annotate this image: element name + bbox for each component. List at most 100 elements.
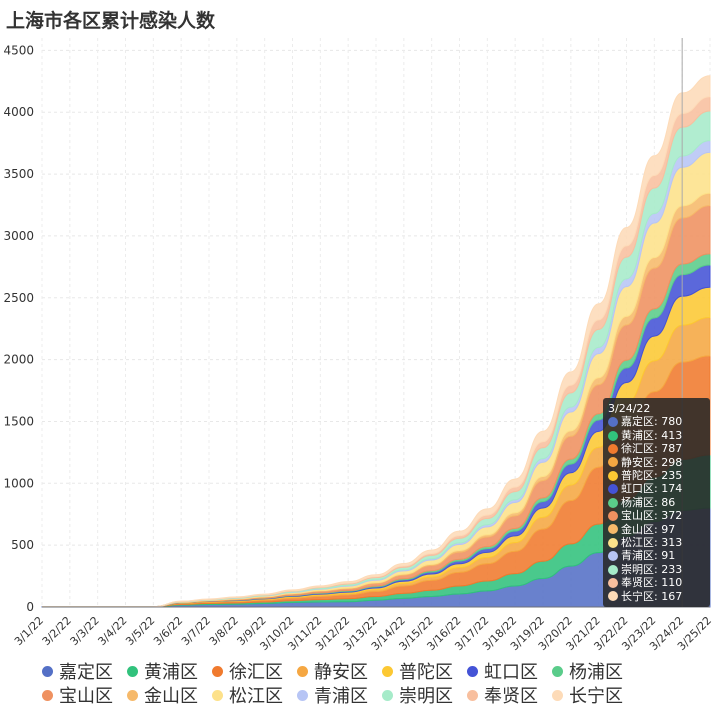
legend-dot-icon bbox=[467, 665, 478, 677]
tooltip-row-text: 静安区: 298 bbox=[621, 455, 683, 469]
tooltip-dot-icon bbox=[608, 457, 618, 468]
legend-item[interactable]: 黄浦区 bbox=[127, 660, 198, 683]
x-tick-label: 3/8/22 bbox=[207, 614, 241, 648]
legend-dot-icon bbox=[212, 689, 223, 701]
legend-item[interactable]: 松江区 bbox=[212, 684, 283, 707]
y-tick-label: 4500 bbox=[3, 43, 34, 57]
legend-dot-icon bbox=[297, 689, 308, 701]
y-tick-label: 0 bbox=[26, 600, 34, 614]
legend-dot-icon bbox=[42, 689, 53, 701]
tooltip-dot-icon bbox=[608, 577, 618, 588]
tooltip-row-text: 黄浦区: 413 bbox=[621, 428, 683, 442]
legend-label: 松江区 bbox=[229, 686, 283, 707]
legend-dot-icon bbox=[552, 689, 563, 701]
tooltip-row-text: 杨浦区: 86 bbox=[621, 495, 676, 509]
tooltip-row: 徐汇区: 787 bbox=[608, 442, 705, 455]
legend-label: 宝山区 bbox=[59, 686, 113, 707]
tooltip-dot-icon bbox=[608, 524, 618, 535]
tooltip-row: 普陀区: 235 bbox=[608, 469, 705, 482]
tooltip-row: 杨浦区: 86 bbox=[608, 496, 705, 509]
tooltip-row-text: 奉贤区: 110 bbox=[621, 576, 683, 590]
legend-item[interactable]: 静安区 bbox=[297, 660, 368, 683]
legend: 嘉定区 黄浦区 徐汇区 静安区 普陀区 虹口区 杨浦区宝山区 金山区 松江区 青浦区 崇明区 奉贤区 长… bbox=[42, 660, 712, 707]
tooltip-row: 虹口区: 174 bbox=[608, 482, 705, 495]
legend-dot-icon bbox=[552, 665, 563, 677]
legend-item[interactable]: 徐汇区 bbox=[212, 660, 283, 683]
y-tick-label: 3500 bbox=[3, 167, 34, 181]
legend-dot-icon bbox=[127, 689, 138, 701]
x-tick-label: 3/5/22 bbox=[123, 614, 157, 648]
legend-item[interactable]: 宝山区 bbox=[42, 684, 113, 707]
tooltip-row-text: 普陀区: 235 bbox=[621, 469, 683, 483]
legend-dot-icon bbox=[212, 665, 223, 677]
tooltip-dot-icon bbox=[608, 551, 618, 562]
legend-item[interactable]: 奉贤区 bbox=[467, 684, 538, 707]
x-tick-label: 3/6/22 bbox=[151, 614, 185, 648]
tooltip-dot-icon bbox=[608, 470, 618, 481]
y-tick-label: 4000 bbox=[3, 105, 34, 119]
tooltip-row: 松江区: 313 bbox=[608, 536, 705, 549]
tooltip-row-text: 嘉定区: 780 bbox=[621, 415, 683, 429]
tooltip-dot-icon bbox=[608, 564, 618, 575]
legend-item[interactable]: 嘉定区 bbox=[42, 660, 113, 683]
tooltip-dot-icon bbox=[608, 591, 618, 602]
tooltip-row-text: 松江区: 313 bbox=[621, 536, 683, 550]
tooltip-row: 崇明区: 233 bbox=[608, 563, 705, 576]
tooltip-row: 宝山区: 372 bbox=[608, 509, 705, 522]
tooltip-dot-icon bbox=[608, 417, 618, 428]
tooltip-row: 静安区: 298 bbox=[608, 456, 705, 469]
legend-item[interactable]: 青浦区 bbox=[297, 684, 368, 707]
x-tick-label: 3/1/22 bbox=[12, 614, 46, 648]
legend-item[interactable]: 普陀区 bbox=[382, 660, 453, 683]
tooltip-row: 青浦区: 91 bbox=[608, 549, 705, 562]
y-tick-label: 3000 bbox=[3, 229, 34, 243]
tooltip-row-text: 金山区: 97 bbox=[621, 522, 676, 536]
legend-item[interactable]: 崇明区 bbox=[382, 684, 453, 707]
tooltip-dot-icon bbox=[608, 497, 618, 508]
legend-label: 奉贤区 bbox=[484, 686, 538, 707]
area-series[interactable] bbox=[42, 75, 711, 608]
y-tick-label: 500 bbox=[11, 538, 34, 552]
tooltip-dot-icon bbox=[608, 510, 618, 521]
legend-item[interactable]: 长宁区 bbox=[552, 684, 623, 707]
legend-label: 杨浦区 bbox=[569, 662, 623, 683]
x-tick-label: 3/3/22 bbox=[68, 614, 102, 648]
tooltip-row: 金山区: 97 bbox=[608, 523, 705, 536]
legend-item[interactable]: 虹口区 bbox=[467, 660, 538, 683]
tooltip-row-text: 徐汇区: 787 bbox=[621, 442, 683, 456]
legend-item[interactable]: 杨浦区 bbox=[552, 660, 623, 683]
y-tick-label: 1000 bbox=[3, 476, 34, 490]
y-tick-label: 2000 bbox=[3, 353, 34, 367]
legend-label: 徐汇区 bbox=[229, 662, 283, 683]
x-tick-label: 3/4/22 bbox=[95, 614, 129, 648]
legend-label: 金山区 bbox=[144, 686, 198, 707]
tooltip-date: 3/24/22 bbox=[608, 402, 651, 415]
legend-dot-icon bbox=[297, 665, 308, 677]
legend-item[interactable]: 金山区 bbox=[127, 684, 198, 707]
tooltip: 3/24/22 嘉定区: 780 黄浦区: 413 徐汇区: 787 静安区: 298… bbox=[603, 398, 710, 608]
tooltip-dot-icon bbox=[608, 484, 618, 495]
tooltip-row: 长宁区: 167 bbox=[608, 590, 705, 603]
legend-label: 虹口区 bbox=[484, 662, 538, 683]
legend-dot-icon bbox=[42, 665, 53, 677]
tooltip-row: 嘉定区: 780 bbox=[608, 415, 705, 428]
y-tick-label: 2500 bbox=[3, 291, 34, 305]
tooltip-row: 奉贤区: 110 bbox=[608, 576, 705, 589]
tooltip-dot-icon bbox=[608, 430, 618, 441]
legend-dot-icon bbox=[467, 689, 478, 701]
legend-dot-icon bbox=[382, 689, 393, 701]
legend-label: 黄浦区 bbox=[144, 662, 198, 683]
legend-label: 静安区 bbox=[314, 662, 368, 683]
legend-label: 普陀区 bbox=[399, 662, 453, 683]
legend-label: 嘉定区 bbox=[59, 662, 113, 683]
y-tick-label: 1500 bbox=[3, 414, 34, 428]
tooltip-row-text: 青浦区: 91 bbox=[621, 549, 676, 563]
legend-label: 崇明区 bbox=[399, 686, 453, 707]
legend-dot-icon bbox=[127, 665, 138, 677]
tooltip-row-text: 虹口区: 174 bbox=[621, 482, 683, 496]
legend-label: 青浦区 bbox=[314, 686, 368, 707]
tooltip-dot-icon bbox=[608, 537, 618, 548]
chart-title: 上海市各区累计感染人数 bbox=[6, 10, 216, 32]
